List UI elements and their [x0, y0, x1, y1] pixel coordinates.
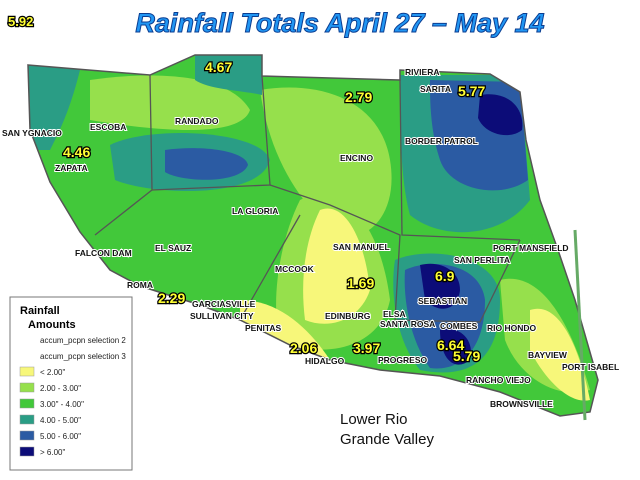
place-label: FALCON DAM	[75, 248, 132, 258]
legend-label: 5.00 - 6.00"	[40, 432, 81, 441]
legend-label: 4.00 - 5.00"	[40, 416, 81, 425]
rainfall-value: 6.9	[435, 268, 455, 284]
place-label: SAN PERLITA	[454, 255, 510, 265]
legend-label: accum_pcpn selection 2	[40, 336, 126, 345]
county-lines	[94, 74, 587, 421]
legend: Rainfall Amounts accum_pcpn selection 2a…	[9, 296, 133, 471]
legend-label: > 6.00"	[40, 448, 65, 457]
region-label: Lower Rio	[340, 411, 408, 428]
rainfall-surface	[28, 55, 598, 416]
place-label: SULLIVAN CITY	[190, 311, 254, 321]
place-label: COMBES	[440, 321, 478, 331]
place-label: BROWNSVILLE	[490, 399, 553, 409]
place-label: HIDALGO	[305, 356, 345, 366]
legend-swatch	[19, 382, 35, 393]
legend-swatch	[19, 398, 35, 409]
region-label: Grande Valley	[340, 431, 434, 448]
place-label: RANCHO VIEJO	[466, 375, 531, 385]
legend-label: accum_pcpn selection 3	[40, 352, 126, 361]
place-label: ELSA	[383, 309, 406, 319]
legend-swatch	[19, 414, 35, 425]
rainfall-value: 2.29	[158, 290, 185, 306]
legend-label: 2.00 - 3.00"	[40, 384, 81, 393]
place-label: EDINBURG	[325, 311, 371, 321]
title: Rainfall Totals April 27 – May 14	[135, 8, 544, 38]
place-label: ESCOBA	[90, 122, 126, 132]
place-label: RANDADO	[175, 116, 219, 126]
rainfall-value: 5.77	[458, 83, 485, 99]
coast-outline	[27, 54, 599, 417]
legend-items: accum_pcpn selection 2 accum_pcpn selecti…	[19, 336, 126, 457]
place-label: LA GLORIA	[232, 206, 278, 216]
labels: RIVIERA SARITA SAN YGNACIO ESCOBA RANDADO BOR…	[1, 58, 620, 410]
rainfall-value: 2.06	[290, 340, 317, 356]
place-label: RIO HONDO	[487, 323, 537, 333]
place-label: SARITA	[420, 84, 451, 94]
place-label: ZAPATA	[55, 163, 88, 173]
place-label: SAN YGNACIO	[2, 128, 62, 138]
place-label: PENITAS	[245, 323, 282, 333]
rainfall-value: 2.79	[345, 89, 372, 105]
place-label: GARCIASVILLE	[192, 299, 256, 309]
place-label: RIVIERA	[405, 67, 439, 77]
legend-swatch	[19, 446, 35, 457]
place-label: BORDER PATROL	[405, 136, 478, 146]
place-label: PORT ISABEL	[562, 362, 619, 372]
place-label: PORT MANSFIELD	[493, 243, 569, 253]
rainfall-value: 1.69	[347, 275, 374, 291]
rainfall-value: 6.64	[437, 337, 464, 353]
rainfall-value: 4.67	[205, 59, 232, 75]
place-label: PROGRESO	[378, 355, 428, 365]
legend-title: Rainfall	[20, 305, 60, 317]
legend-label: < 2.00"	[40, 368, 65, 377]
place-label: BAYVIEW	[528, 350, 568, 360]
legend-title: Amounts	[28, 319, 76, 331]
corner-value: 5.92	[8, 14, 33, 29]
legend-label: 3.00" - 4.00"	[40, 400, 84, 409]
place-label: SANTA ROSA	[380, 319, 435, 329]
legend-swatch	[19, 366, 35, 377]
place-label: ENCINO	[340, 153, 373, 163]
place-label: SEBASTIAN	[418, 296, 467, 306]
place-label: ROMA	[127, 280, 153, 290]
place-label: MCCOOK	[275, 264, 315, 274]
rainfall-value: 3.97	[353, 340, 380, 356]
place-label: SAN MANUEL	[333, 242, 390, 252]
rainfall-value: 5.79	[453, 348, 480, 364]
place-label: EL SAUZ	[155, 243, 191, 253]
rainfall-value: 4.46	[63, 144, 90, 160]
legend-swatch	[19, 430, 35, 441]
